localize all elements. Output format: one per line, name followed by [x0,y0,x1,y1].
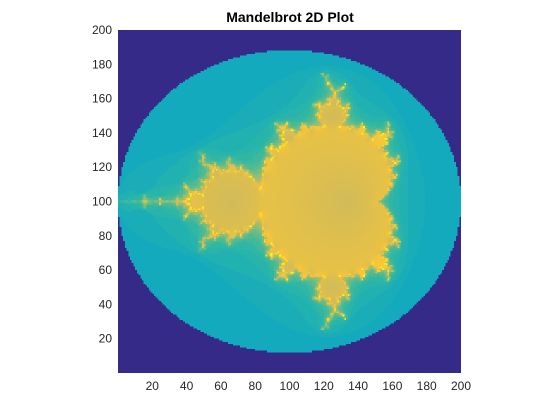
y-tick-label: 160 [92,92,112,106]
y-tick-label: 80 [99,229,113,243]
x-tick-label: 180 [417,379,437,393]
x-tick-label: 60 [214,379,228,393]
x-tick-label: 80 [249,379,263,393]
x-tick-label: 120 [314,379,334,393]
x-tick-label: 100 [279,379,299,393]
y-tick-label: 140 [92,126,112,140]
x-tick-label: 40 [180,379,194,393]
y-tick-label: 60 [99,263,113,277]
y-tick-label: 120 [92,160,112,174]
y-axis-ticks: 20 40 60 80 100 120 140 160 180 200 [92,23,112,346]
x-tick-label: 200 [451,379,471,393]
y-tick-label: 200 [92,23,112,37]
y-tick-label: 20 [99,332,113,346]
x-tick-label: 140 [348,379,368,393]
x-tick-label: 160 [382,379,402,393]
x-axis-ticks: 20 40 60 80 100 120 140 160 180 200 [146,379,472,393]
chart-title: Mandelbrot 2D Plot [226,9,354,25]
y-tick-label: 180 [92,57,112,71]
y-tick-label: 100 [92,195,112,209]
mandelbrot-heatmap [118,30,461,373]
y-tick-label: 40 [99,297,113,311]
x-tick-label: 20 [146,379,160,393]
